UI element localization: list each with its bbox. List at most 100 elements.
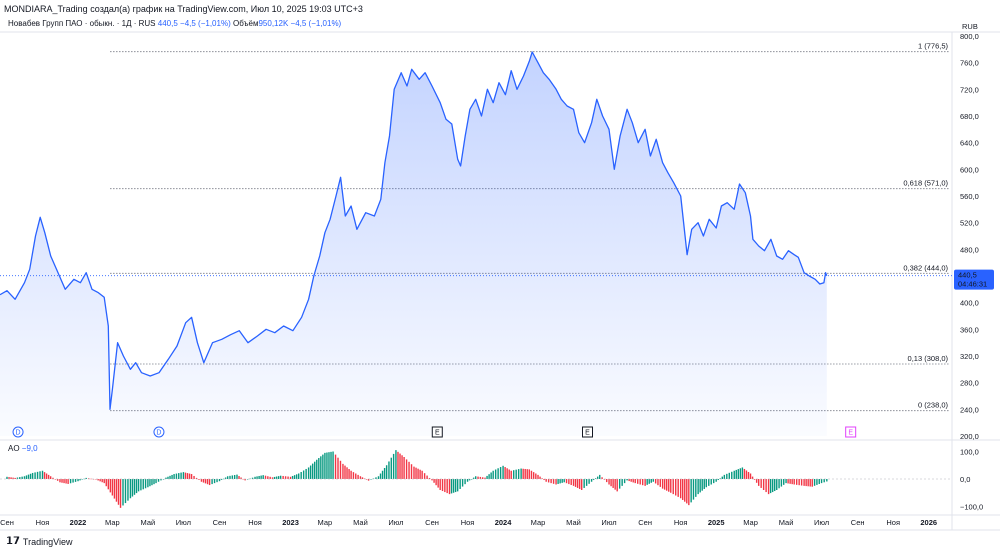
ao-bar [14, 477, 16, 479]
event-label: E [848, 430, 853, 437]
ao-bar [54, 479, 57, 480]
ao-bar [346, 467, 348, 479]
ao-bar [357, 474, 359, 479]
ao-bar [169, 475, 171, 479]
x-tick-label: Сен [213, 518, 227, 527]
ao-bar [504, 467, 506, 479]
ao-bar [639, 479, 641, 485]
ao-bar [309, 465, 312, 479]
ao-name: AO [8, 444, 20, 453]
ao-bar [517, 469, 520, 479]
y-tick-label: 240,0 [960, 405, 979, 414]
x-tick-label: 2026 [920, 518, 937, 527]
ao-bar [320, 456, 322, 479]
ao-bar [789, 479, 791, 484]
price-axis[interactable]: 200,0240,0280,0320,0360,0400,0440,0480,0… [960, 32, 979, 441]
ao-bar [765, 479, 767, 493]
earnings-icon [431, 426, 443, 438]
ao-bar [805, 479, 807, 487]
ao-bar [423, 473, 426, 479]
y-tick-label: 560,0 [960, 192, 979, 201]
ao-bar [477, 476, 479, 479]
ao-bar [408, 461, 410, 479]
x-tick-label: 2025 [708, 518, 725, 527]
ao-bar [25, 475, 28, 479]
ao-bar [481, 477, 484, 479]
ao-bar [608, 479, 610, 485]
ao-bar [703, 479, 705, 489]
ao-bar [21, 476, 23, 479]
ao-bar [537, 474, 539, 479]
brand-name: TradingView [22, 536, 73, 547]
footer-brand[interactable]: 𝟭𝟳 TradingView [6, 536, 72, 547]
ao-bar [452, 479, 455, 493]
time-axis[interactable]: Сен Ноя 2022 Мар Май Июл Сен Ноя 2023 Мар Май Июл Се… [0, 518, 937, 527]
ao-bar [370, 479, 372, 480]
ao-bar [614, 479, 616, 490]
ao-bar [717, 479, 719, 481]
ao-bar [326, 452, 328, 479]
ao-bar [147, 479, 149, 488]
ao-bar [231, 475, 234, 479]
ao-bar [85, 477, 87, 479]
ao-bar [774, 479, 776, 492]
price-badge: 440,5 04:46:31 [954, 269, 994, 290]
ao-bar [229, 475, 231, 479]
dividend-icon [153, 426, 165, 438]
ao-bar [583, 479, 585, 488]
ao-bar [153, 479, 155, 485]
ao-bar [129, 479, 132, 499]
symbol-name[interactable]: Новабев Групп ПАО · обыкн. · 1Д · RUS [8, 19, 156, 28]
ao-bar [383, 468, 386, 479]
ao-bar [322, 454, 324, 479]
ao-bar [762, 479, 765, 490]
ao-bar [800, 479, 803, 486]
ao-bar [77, 479, 79, 482]
ao-bar [167, 476, 169, 479]
ao-bar [563, 479, 565, 483]
x-tick-label: Июл [388, 518, 403, 527]
ao-bar [226, 476, 229, 479]
ao-bar [279, 475, 282, 479]
ao-bar [103, 479, 105, 484]
ao-value: −9,0 [21, 444, 38, 453]
ao-bar [592, 479, 595, 481]
ao-bar [464, 479, 466, 485]
price-line[interactable] [0, 51, 828, 410]
ao-bar [648, 479, 650, 484]
ao-bar [733, 470, 735, 479]
ao-bar [468, 479, 471, 481]
ao-bar [570, 479, 572, 485]
price-badge-box [954, 269, 994, 290]
ao-bar [522, 468, 524, 479]
y-tick-label: 640,0 [960, 139, 979, 148]
ao-bar [543, 479, 545, 481]
badge-price: 440,5 [958, 271, 977, 280]
ao-bar [233, 475, 236, 479]
x-tick-label: Ноя [248, 518, 262, 527]
ao-bar [654, 479, 657, 484]
event-label: E [585, 430, 590, 437]
tradingview-logo-icon: 𝟭𝟳 [6, 536, 20, 547]
ao-legend[interactable]: AO −9,0 [8, 444, 38, 453]
ao-bar [616, 479, 618, 492]
x-tick-label: Мар [318, 518, 333, 527]
ao-bar [193, 475, 195, 479]
ao-bar [211, 479, 213, 485]
y-tick-label: 720,0 [960, 85, 979, 94]
ao-bar [119, 479, 122, 508]
y-tick-label: 800,0 [960, 32, 979, 41]
ao-bar [311, 463, 314, 479]
ao-bar [421, 470, 423, 479]
ao-tick-label: 100,0 [960, 448, 979, 457]
y-tick-label: 760,0 [960, 59, 979, 68]
ao-bar [334, 454, 337, 479]
ao-bar [251, 477, 254, 479]
x-tick-label: Ноя [674, 518, 688, 527]
ao-bar [726, 473, 728, 479]
ao-bar [59, 479, 61, 483]
ao-bar [47, 474, 50, 479]
ao-bar [97, 479, 99, 481]
